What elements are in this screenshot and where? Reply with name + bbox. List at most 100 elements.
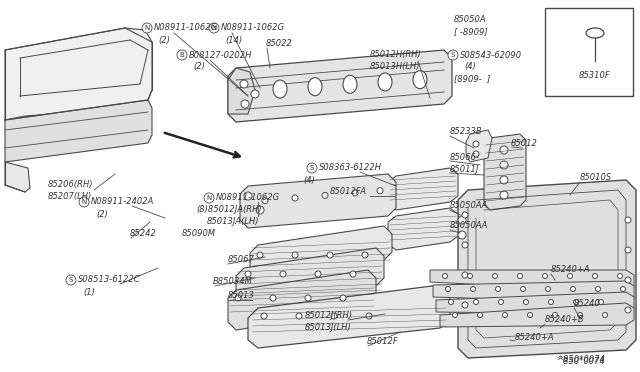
Circle shape <box>618 273 623 279</box>
Circle shape <box>366 313 372 319</box>
Text: S08543-62090: S08543-62090 <box>460 51 522 60</box>
Text: S: S <box>451 52 455 58</box>
Circle shape <box>350 271 356 277</box>
Ellipse shape <box>378 73 392 91</box>
Circle shape <box>527 312 532 317</box>
Text: B85034M: B85034M <box>213 278 253 286</box>
Text: 85050A: 85050A <box>454 16 486 25</box>
Text: 85011J: 85011J <box>450 164 479 173</box>
Circle shape <box>340 295 346 301</box>
Polygon shape <box>458 180 636 358</box>
Circle shape <box>331 313 337 319</box>
Circle shape <box>500 161 508 169</box>
Circle shape <box>593 273 598 279</box>
Circle shape <box>327 252 333 258</box>
Circle shape <box>66 275 76 285</box>
Circle shape <box>280 271 286 277</box>
Circle shape <box>495 286 500 292</box>
Text: 85240: 85240 <box>574 299 601 308</box>
Polygon shape <box>433 281 634 303</box>
Ellipse shape <box>273 80 287 98</box>
Circle shape <box>142 23 152 33</box>
Polygon shape <box>5 100 152 162</box>
Text: 85233B: 85233B <box>450 128 483 137</box>
Circle shape <box>296 313 302 319</box>
Circle shape <box>448 50 458 60</box>
Circle shape <box>458 216 466 224</box>
Circle shape <box>462 272 468 278</box>
Text: (1): (1) <box>83 288 95 296</box>
Circle shape <box>493 273 497 279</box>
Text: 85240+A: 85240+A <box>515 333 555 341</box>
Text: N: N <box>145 25 150 31</box>
Circle shape <box>240 80 248 88</box>
Circle shape <box>244 192 252 200</box>
Circle shape <box>621 286 625 292</box>
Polygon shape <box>228 270 376 330</box>
Circle shape <box>352 190 358 196</box>
Polygon shape <box>388 168 458 210</box>
Circle shape <box>462 212 468 218</box>
Text: S: S <box>310 165 314 171</box>
Text: 85012FA: 85012FA <box>330 187 367 196</box>
Circle shape <box>307 163 317 173</box>
Text: N: N <box>211 25 216 31</box>
Ellipse shape <box>413 71 427 89</box>
Text: 85013JA(LH): 85013JA(LH) <box>207 218 259 227</box>
Circle shape <box>458 231 466 239</box>
Text: N: N <box>206 195 212 201</box>
Text: 85012H(RH): 85012H(RH) <box>370 51 422 60</box>
Polygon shape <box>430 270 634 292</box>
Circle shape <box>177 50 187 60</box>
Circle shape <box>462 242 468 248</box>
Circle shape <box>257 252 263 258</box>
Text: (2): (2) <box>96 209 108 218</box>
Text: 85013H(LH): 85013H(LH) <box>370 62 420 71</box>
Circle shape <box>595 286 600 292</box>
Circle shape <box>362 252 368 258</box>
Text: [ -8909]: [ -8909] <box>454 28 488 36</box>
Text: N: N <box>81 199 86 205</box>
Text: 85242: 85242 <box>130 230 157 238</box>
Circle shape <box>315 271 321 277</box>
Text: (2): (2) <box>193 62 205 71</box>
Text: ^850*0074: ^850*0074 <box>556 357 605 366</box>
Text: 85012: 85012 <box>511 138 538 148</box>
Text: (14): (14) <box>225 35 243 45</box>
Circle shape <box>568 273 573 279</box>
Circle shape <box>270 295 276 301</box>
Circle shape <box>474 299 479 305</box>
Circle shape <box>548 299 554 305</box>
Circle shape <box>524 299 529 305</box>
Text: (2): (2) <box>158 35 170 45</box>
Text: N08911-1062G: N08911-1062G <box>154 23 218 32</box>
Text: S08513-6122C: S08513-6122C <box>78 276 141 285</box>
Circle shape <box>570 286 575 292</box>
Polygon shape <box>236 248 384 306</box>
Text: B: B <box>180 52 184 58</box>
Circle shape <box>473 141 479 147</box>
Ellipse shape <box>343 75 357 93</box>
Text: 85240+B: 85240+B <box>545 315 584 324</box>
Circle shape <box>322 192 328 198</box>
Circle shape <box>292 252 298 258</box>
Text: 85240+A: 85240+A <box>551 266 591 275</box>
Ellipse shape <box>308 78 322 96</box>
Circle shape <box>473 151 479 157</box>
Text: N08911-2402A: N08911-2402A <box>91 198 154 206</box>
Circle shape <box>256 206 264 214</box>
Circle shape <box>500 176 508 184</box>
Text: (8)85012JA(RH): (8)85012JA(RH) <box>196 205 262 215</box>
Text: 85207(LH): 85207(LH) <box>48 192 92 201</box>
Polygon shape <box>5 28 152 120</box>
Circle shape <box>305 295 311 301</box>
Text: 85013J(LH): 85013J(LH) <box>305 324 352 333</box>
Circle shape <box>598 299 604 305</box>
Circle shape <box>292 195 298 201</box>
Polygon shape <box>484 134 526 210</box>
Text: 85206(RH): 85206(RH) <box>48 180 93 189</box>
Circle shape <box>251 90 259 98</box>
Text: N08911-1062G: N08911-1062G <box>221 23 285 32</box>
Circle shape <box>209 23 219 33</box>
Circle shape <box>545 286 550 292</box>
